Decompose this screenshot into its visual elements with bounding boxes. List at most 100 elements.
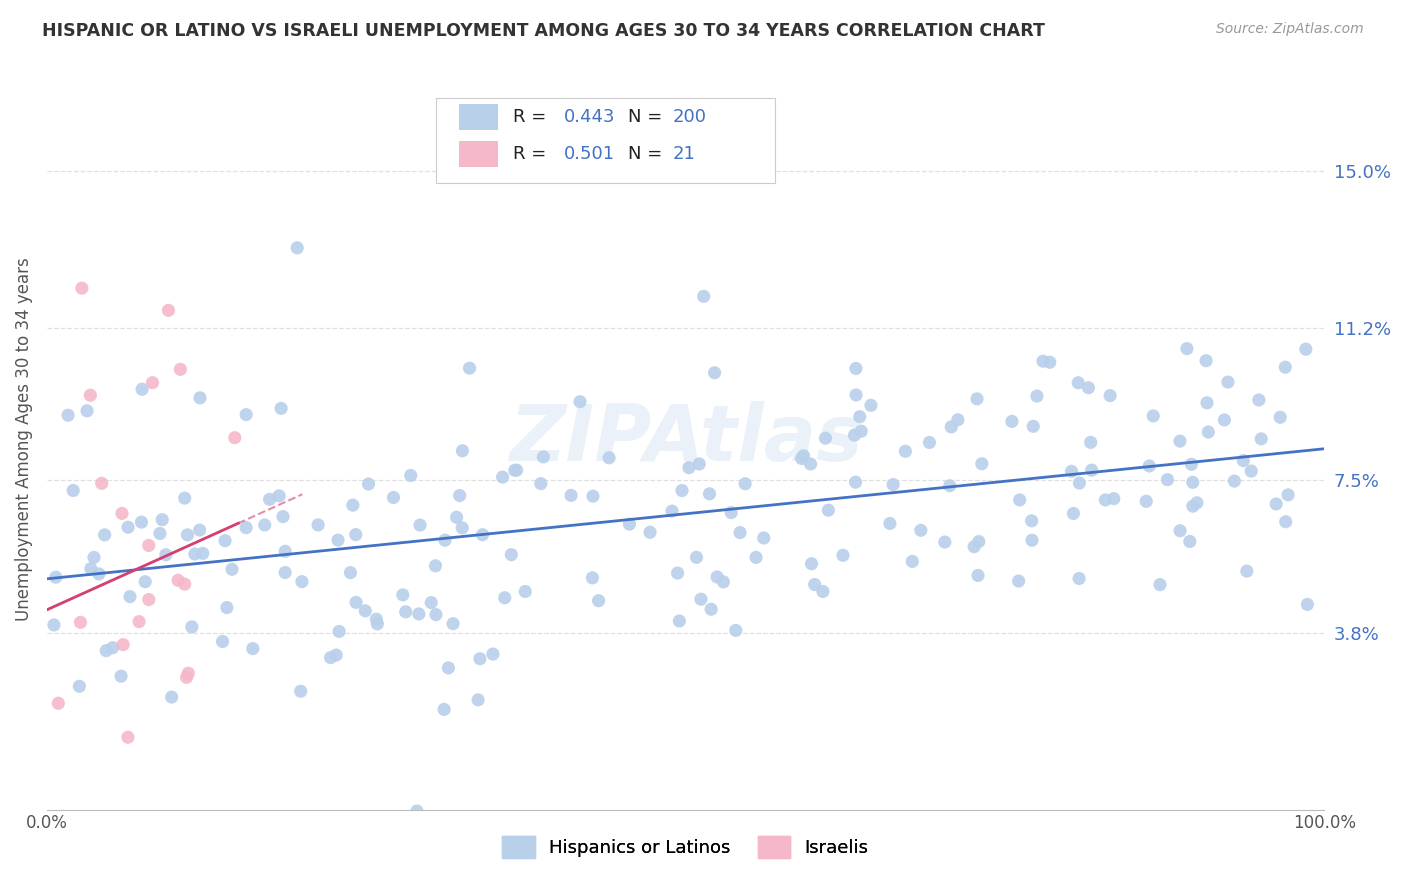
Point bbox=[1067, 572, 1090, 586]
Point bbox=[1102, 491, 1125, 506]
Point bbox=[177, 666, 200, 681]
Point bbox=[1178, 534, 1201, 549]
Point bbox=[1021, 533, 1043, 548]
Point bbox=[180, 620, 202, 634]
Point bbox=[582, 489, 605, 503]
Point bbox=[938, 479, 960, 493]
Point bbox=[1197, 425, 1219, 439]
Point bbox=[910, 524, 932, 538]
Point bbox=[433, 702, 456, 716]
Point bbox=[1137, 458, 1160, 473]
Point bbox=[101, 823, 124, 838]
Point bbox=[619, 517, 641, 532]
Point bbox=[1135, 494, 1157, 508]
Point bbox=[112, 638, 135, 652]
Point bbox=[70, 281, 93, 295]
Point bbox=[1008, 492, 1031, 507]
Point bbox=[967, 534, 990, 549]
Point bbox=[699, 487, 721, 501]
Point bbox=[391, 588, 413, 602]
Point bbox=[1195, 353, 1218, 368]
Point bbox=[1060, 464, 1083, 478]
Point bbox=[745, 550, 768, 565]
Point bbox=[1274, 515, 1296, 529]
Point bbox=[80, 561, 103, 575]
Point bbox=[638, 525, 661, 540]
Point bbox=[253, 518, 276, 533]
Point bbox=[117, 520, 139, 534]
Point bbox=[967, 568, 990, 582]
Point bbox=[128, 615, 150, 629]
Point bbox=[918, 435, 941, 450]
Point bbox=[290, 684, 312, 698]
Y-axis label: Unemployment Among Ages 30 to 34 years: Unemployment Among Ages 30 to 34 years bbox=[15, 257, 32, 621]
Point bbox=[437, 661, 460, 675]
Point bbox=[832, 549, 855, 563]
Point bbox=[357, 477, 380, 491]
Point bbox=[111, 507, 134, 521]
Point bbox=[588, 593, 610, 607]
Point bbox=[451, 521, 474, 535]
Point bbox=[167, 574, 190, 588]
Point bbox=[728, 525, 751, 540]
Point bbox=[425, 558, 447, 573]
Point bbox=[434, 533, 457, 548]
Point bbox=[720, 506, 742, 520]
Point bbox=[844, 428, 866, 442]
Point bbox=[328, 624, 350, 639]
Point bbox=[274, 566, 297, 580]
Point bbox=[110, 669, 132, 683]
Text: 0.443: 0.443 bbox=[564, 108, 616, 126]
Point bbox=[1142, 409, 1164, 423]
Point bbox=[845, 388, 868, 402]
Point bbox=[1039, 355, 1062, 369]
Legend: Hispanics or Latinos, Israelis: Hispanics or Latinos, Israelis bbox=[494, 827, 877, 867]
Point bbox=[491, 470, 513, 484]
Point bbox=[131, 515, 153, 529]
Text: ZIPAtlas: ZIPAtlas bbox=[509, 401, 862, 477]
Point bbox=[817, 503, 839, 517]
Point bbox=[1077, 381, 1099, 395]
Point bbox=[1181, 499, 1204, 513]
Point bbox=[101, 640, 124, 655]
Point bbox=[678, 460, 700, 475]
Point bbox=[1270, 410, 1292, 425]
Point bbox=[141, 376, 163, 390]
Point bbox=[692, 289, 714, 303]
Text: R =: R = bbox=[513, 145, 553, 162]
Point bbox=[482, 647, 505, 661]
Point bbox=[235, 408, 257, 422]
Point bbox=[1021, 514, 1043, 528]
Point bbox=[79, 388, 101, 402]
Point bbox=[503, 463, 526, 477]
Text: 200: 200 bbox=[672, 108, 707, 126]
Point bbox=[366, 616, 388, 631]
Point bbox=[1295, 342, 1317, 356]
Point bbox=[399, 468, 422, 483]
Point bbox=[501, 548, 523, 562]
Point bbox=[409, 518, 432, 533]
Point bbox=[845, 361, 868, 376]
Point bbox=[173, 577, 195, 591]
Point bbox=[214, 533, 236, 548]
Point bbox=[848, 409, 870, 424]
Point bbox=[970, 457, 993, 471]
Point bbox=[131, 382, 153, 396]
Point bbox=[963, 540, 986, 554]
Point bbox=[966, 392, 988, 406]
Point bbox=[1007, 574, 1029, 588]
Point bbox=[703, 366, 725, 380]
Point bbox=[235, 521, 257, 535]
Point bbox=[446, 510, 468, 524]
Point bbox=[531, 450, 554, 464]
Point bbox=[441, 616, 464, 631]
Point bbox=[69, 615, 91, 630]
Point bbox=[1094, 492, 1116, 507]
Point bbox=[176, 670, 198, 684]
Point bbox=[859, 398, 882, 412]
Text: Source: ZipAtlas.com: Source: ZipAtlas.com bbox=[1216, 22, 1364, 37]
Point bbox=[941, 420, 963, 434]
Point bbox=[560, 488, 582, 502]
Point bbox=[790, 451, 813, 466]
Point bbox=[598, 450, 620, 465]
